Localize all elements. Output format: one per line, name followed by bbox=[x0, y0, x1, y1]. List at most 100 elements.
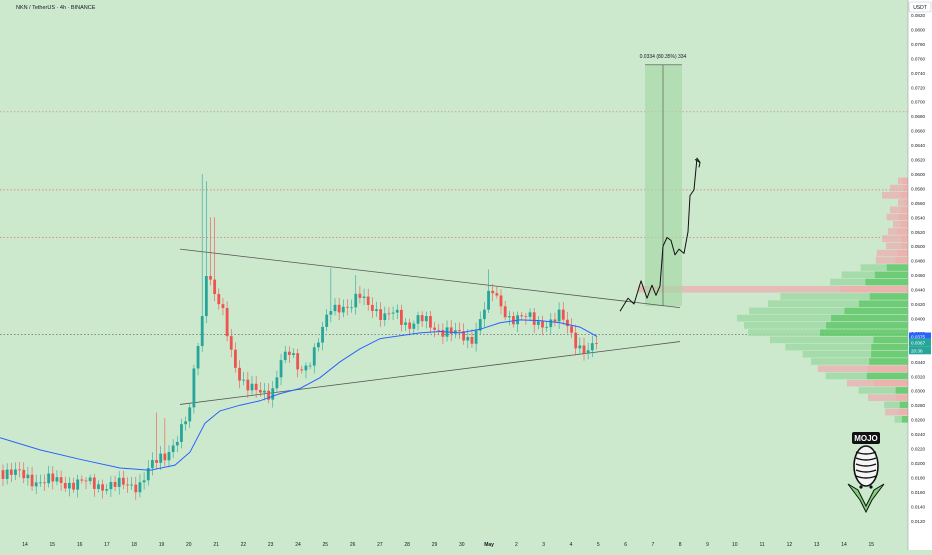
candle-body bbox=[536, 321, 540, 325]
price-tag-label: 20:36 bbox=[911, 348, 923, 353]
volume-profile-bar bbox=[802, 350, 872, 358]
candle-body bbox=[101, 484, 104, 491]
candle-body bbox=[117, 477, 121, 487]
candle-body bbox=[63, 482, 67, 489]
price-tick-label: 0.0260 bbox=[911, 418, 925, 423]
candle-body bbox=[337, 304, 341, 313]
price-tick-label: 0.0240 bbox=[911, 432, 925, 437]
candle-body bbox=[424, 316, 428, 322]
price-tick-label: 0.0800 bbox=[911, 27, 925, 32]
candle-body bbox=[408, 322, 412, 329]
price-axis-panel bbox=[908, 0, 932, 550]
volume-profile-bar bbox=[865, 278, 908, 286]
candle-body bbox=[130, 484, 134, 486]
time-tick-label: 25 bbox=[323, 542, 329, 548]
candle-body bbox=[570, 326, 573, 333]
volume-profile-bar bbox=[875, 257, 896, 264]
candle-body bbox=[541, 321, 544, 328]
volume-profile-bar bbox=[876, 249, 898, 257]
time-tick-label: 15 bbox=[50, 542, 56, 548]
price-tick-label: 0.0140 bbox=[911, 504, 925, 509]
candle-body bbox=[341, 306, 345, 313]
candle-body bbox=[43, 482, 46, 484]
candle-body bbox=[92, 477, 96, 489]
candle-body bbox=[395, 309, 399, 313]
candle-body bbox=[18, 469, 21, 471]
moving-average-line bbox=[0, 319, 598, 471]
candle-body bbox=[574, 332, 578, 349]
candle-body bbox=[300, 369, 304, 371]
volume-profile-bar bbox=[858, 300, 908, 308]
chart-background bbox=[0, 0, 908, 550]
volume-profile-bar bbox=[826, 322, 908, 329]
price-tick-label: 0.0780 bbox=[911, 42, 925, 47]
candle-body bbox=[553, 319, 557, 322]
candle-body bbox=[312, 347, 316, 366]
candle-body bbox=[84, 480, 88, 482]
time-tick-label: 12 bbox=[787, 542, 793, 548]
price-tick-label: 0.0700 bbox=[911, 100, 925, 105]
candle-body bbox=[151, 460, 154, 469]
currency-button[interactable] bbox=[908, 1, 932, 13]
candle-body bbox=[478, 319, 482, 331]
candle-body bbox=[59, 477, 63, 483]
candle-body bbox=[512, 316, 515, 325]
candle-body bbox=[109, 482, 113, 490]
candle-body bbox=[121, 477, 125, 485]
candle-body bbox=[263, 390, 266, 393]
candle-body bbox=[566, 319, 569, 327]
candle-body bbox=[362, 296, 366, 298]
price-tag bbox=[909, 332, 931, 341]
time-tick-label: 7 bbox=[652, 542, 655, 548]
time-tick-label: 30 bbox=[459, 542, 465, 548]
volume-profile-bar bbox=[737, 314, 832, 322]
volume-profile-bar bbox=[638, 285, 841, 293]
candle-body bbox=[400, 309, 403, 325]
candle-body bbox=[379, 309, 383, 321]
price-tick-label: 0.0620 bbox=[911, 158, 925, 163]
candle-body bbox=[507, 316, 511, 318]
time-tick-label: 19 bbox=[159, 542, 165, 548]
price-tick-label: 0.0740 bbox=[911, 71, 925, 76]
volume-profile-bar bbox=[831, 314, 908, 322]
candle-body bbox=[246, 379, 250, 391]
volume-profile-bar bbox=[841, 271, 875, 279]
candle-body bbox=[34, 482, 38, 487]
candle-body bbox=[561, 309, 565, 320]
candle-body bbox=[22, 469, 26, 479]
candle-body bbox=[283, 351, 287, 361]
volume-profile-bar bbox=[830, 278, 866, 286]
candle-body bbox=[204, 276, 208, 317]
time-tick-label: 23 bbox=[268, 542, 274, 548]
volume-profile-bar bbox=[890, 184, 904, 192]
time-tick-label: 27 bbox=[377, 542, 383, 548]
time-tick-label: 9 bbox=[706, 542, 709, 548]
symbol-title: NKN / TetherUS · 4h · BINANCE bbox=[16, 5, 96, 11]
volume-profile-bar bbox=[858, 387, 896, 394]
candle-body bbox=[582, 345, 586, 354]
logo-eye bbox=[859, 485, 863, 489]
candle-body bbox=[175, 441, 179, 446]
price-tick-label: 0.0420 bbox=[911, 302, 925, 307]
candle-body bbox=[196, 346, 200, 369]
price-tick-label: 0.0820 bbox=[911, 13, 925, 18]
price-tick-label: 0.0580 bbox=[911, 186, 925, 191]
volume-profile-bar bbox=[898, 199, 905, 206]
candle-body bbox=[370, 304, 374, 312]
candle-body bbox=[333, 304, 337, 312]
candle-body bbox=[483, 309, 486, 320]
time-tick-label: 14 bbox=[22, 542, 28, 548]
logo-stripe bbox=[855, 463, 877, 467]
time-tick-label: 24 bbox=[295, 542, 301, 548]
candle-body bbox=[279, 360, 283, 378]
candle-body bbox=[296, 353, 300, 370]
time-tick-label: 16 bbox=[77, 542, 83, 548]
volume-profile-bar bbox=[893, 220, 901, 228]
time-tick-label: 21 bbox=[213, 542, 219, 548]
time-tick-label: 13 bbox=[814, 542, 820, 548]
candle-body bbox=[375, 309, 378, 312]
projection-box bbox=[645, 64, 682, 307]
candle-body bbox=[586, 350, 590, 354]
time-tick-label: 14 bbox=[841, 542, 847, 548]
